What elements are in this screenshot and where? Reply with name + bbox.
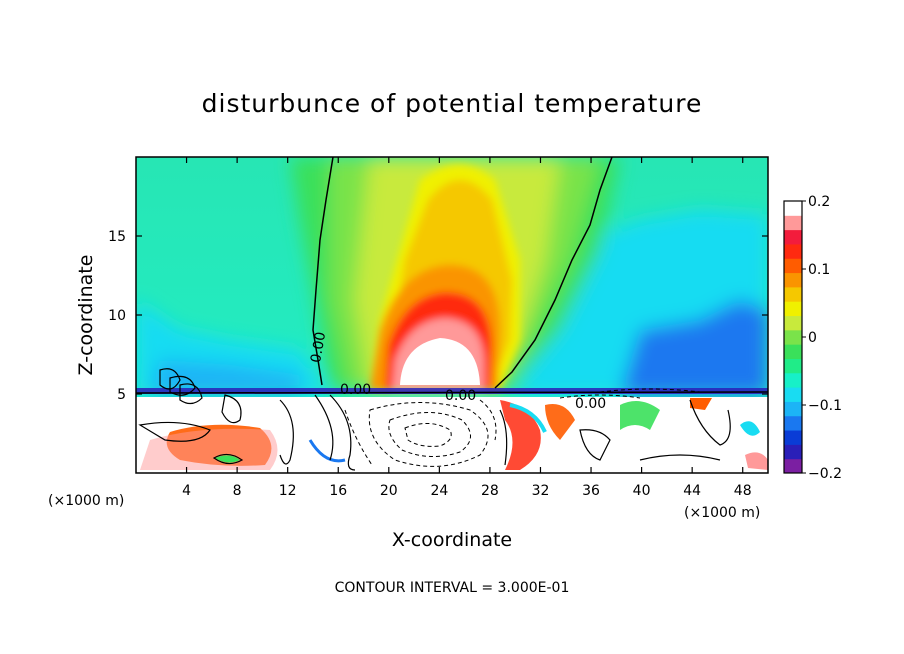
cyan-blob-far-right bbox=[740, 421, 760, 436]
cyan-swirl-mid bbox=[509, 403, 547, 433]
x-tick-label: 44 bbox=[683, 483, 701, 499]
contour-label: 0.00 bbox=[575, 396, 606, 412]
colorbar-swatch bbox=[784, 387, 802, 402]
solid-contour-1 bbox=[138, 421, 211, 442]
x-tick-label: 40 bbox=[633, 483, 651, 499]
colorbar-swatch bbox=[784, 329, 802, 345]
x-tick-label: 20 bbox=[380, 483, 398, 499]
blue-region-right bbox=[620, 300, 768, 395]
y-tick-label: 5 bbox=[117, 387, 126, 403]
x-tick-label: 4 bbox=[182, 483, 191, 499]
colorbar-swatch bbox=[784, 315, 802, 331]
colorbar-swatch bbox=[784, 401, 802, 417]
solid-contour-2 bbox=[221, 394, 242, 424]
zero-contour-interface bbox=[136, 391, 768, 394]
colorbar-swatch bbox=[784, 458, 802, 474]
colorbar-swatch bbox=[784, 258, 802, 274]
x-tick-label: 28 bbox=[481, 483, 499, 499]
y-tick-label: 15 bbox=[108, 229, 126, 245]
white-core bbox=[400, 338, 480, 385]
contour-label: 0.00 bbox=[340, 382, 371, 398]
x-tick-label: 8 bbox=[233, 483, 242, 499]
orange-patch-far-right bbox=[690, 398, 712, 410]
solid-contour-10 bbox=[212, 453, 244, 465]
solid-contour-9 bbox=[639, 454, 721, 461]
contour-label: 0.00 bbox=[308, 331, 329, 364]
green-blob-left bbox=[215, 455, 240, 463]
pink-blob-far-right bbox=[745, 452, 768, 470]
colorbar-swatch bbox=[784, 215, 802, 231]
colorbar-swatch bbox=[784, 286, 802, 302]
colorbar-swatch bbox=[784, 229, 802, 245]
y-tick-label: 10 bbox=[108, 308, 126, 324]
red-swirl-mid bbox=[500, 400, 541, 470]
swirl-contour-left-3 bbox=[179, 383, 203, 405]
x-unit-left: (×1000 m) bbox=[48, 493, 124, 509]
colorbar-swatch bbox=[784, 358, 802, 374]
colorbar-swatch bbox=[784, 301, 802, 317]
solid-contour-3 bbox=[279, 399, 294, 465]
colorbar-tick-label: −0.1 bbox=[808, 398, 842, 414]
dashed-contour-7 bbox=[479, 399, 497, 441]
colorbar-swatch bbox=[784, 415, 802, 431]
colorbar-swatch bbox=[784, 444, 802, 460]
colorbar-swatch bbox=[784, 430, 802, 445]
blue-region-left bbox=[150, 360, 300, 395]
colorbar-swatch bbox=[784, 372, 802, 388]
solid-contour-8 bbox=[689, 399, 731, 446]
dashed-contour-1 bbox=[368, 402, 489, 467]
x-tick-label: 36 bbox=[582, 483, 600, 499]
x-axis-label: X-coordinate bbox=[392, 529, 512, 551]
x-tick-label: 32 bbox=[532, 483, 550, 499]
green-patch-right bbox=[620, 401, 660, 430]
x-tick-label: 12 bbox=[279, 483, 297, 499]
swirl-contour-left-1 bbox=[159, 368, 181, 390]
zero-contour-right-plume bbox=[494, 157, 613, 389]
solid-contour-4 bbox=[314, 394, 334, 461]
colorbar: 0.2 0.1 0 −0.1 −0.2 bbox=[783, 194, 842, 482]
x-unit-right: (×1000 m) bbox=[684, 505, 760, 521]
x-tick-label: 48 bbox=[734, 483, 752, 499]
colorbar-tick-label: 0.1 bbox=[808, 262, 830, 278]
dashed-contour-5 bbox=[599, 388, 701, 393]
interface-band bbox=[136, 388, 768, 394]
red-patch-right bbox=[545, 404, 575, 440]
dashed-contour-4 bbox=[559, 394, 641, 399]
blue-swirl-mid bbox=[308, 439, 346, 463]
solid-contour-7 bbox=[579, 429, 611, 461]
colorbar-swatch bbox=[784, 344, 802, 359]
contour-interval-note: CONTOUR INTERVAL = 3.000E-01 bbox=[335, 580, 570, 596]
dashed-contour-6 bbox=[344, 409, 373, 466]
y-axis-label: Z-coordinate bbox=[75, 255, 97, 376]
colorbar-swatch bbox=[784, 272, 802, 288]
x-tick-label: 16 bbox=[329, 483, 347, 499]
pink-patch-left bbox=[140, 428, 278, 470]
plot-area bbox=[136, 157, 768, 473]
x-tick-label: 24 bbox=[430, 483, 448, 499]
colorbar-tick-label: 0 bbox=[808, 330, 817, 346]
solid-contour-6 bbox=[499, 409, 508, 466]
solid-contour-5 bbox=[329, 394, 356, 471]
swirl-contour-left-2 bbox=[169, 375, 196, 396]
dashed-contour-2 bbox=[388, 412, 471, 457]
contour-label: 0.00 bbox=[445, 388, 476, 404]
colorbar-swatch bbox=[784, 201, 802, 216]
dashed-contour-3 bbox=[404, 423, 452, 447]
lower-layer bbox=[138, 368, 768, 471]
colorbar-swatch bbox=[784, 243, 802, 259]
chart-title: disturbunce of potential temperature bbox=[202, 89, 703, 118]
colorbar-tick-label: −0.2 bbox=[808, 466, 842, 482]
colorbar-tick-label: 0.2 bbox=[808, 194, 830, 210]
contour-labels: 0.00 0.00 0.00 0.00 bbox=[308, 331, 606, 412]
zero-contour-left-plume bbox=[312, 157, 334, 386]
